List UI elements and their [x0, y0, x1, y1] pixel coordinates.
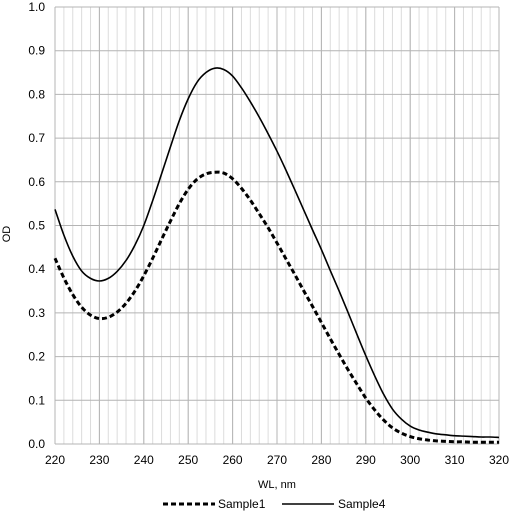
x-tick-label: 230 — [89, 453, 109, 467]
x-tick-label: 260 — [223, 453, 243, 467]
x-tick-label: 290 — [356, 453, 376, 467]
x-axis-title: WL, nm — [258, 479, 296, 491]
x-tick-label: 320 — [489, 453, 509, 467]
y-tick-label: 0.3 — [28, 306, 45, 320]
legend: Sample1 Sample4 — [163, 497, 386, 511]
legend-label-sample1: Sample1 — [218, 497, 266, 511]
x-tick-label: 270 — [267, 453, 287, 467]
y-tick-label: 0.9 — [28, 44, 45, 58]
y-tick-label: 0.2 — [28, 350, 45, 364]
plot-series — [53, 67, 500, 444]
x-tick-label: 240 — [134, 453, 154, 467]
y-tick-label: 0.6 — [28, 175, 45, 189]
major-gridlines — [54, 6, 500, 445]
y-tick-label: 0.0 — [28, 437, 45, 451]
series-line-sample4 — [54, 67, 500, 439]
x-tick-label: 220 — [45, 453, 65, 467]
x-tick-label: 310 — [445, 453, 465, 467]
series-line-sample1 — [53, 170, 499, 444]
y-tick-label: 0.8 — [28, 87, 45, 101]
x-tick-labels: 220 230 240 250 260 270 280 290 300 310 320 — [45, 453, 509, 467]
x-tick-label: 300 — [400, 453, 420, 467]
x-tick-label: 250 — [178, 453, 198, 467]
y-tick-label: 1.0 — [28, 0, 45, 14]
y-tick-labels: 0.0 0.1 0.2 0.3 0.4 0.5 0.6 0.7 0.8 0.9 1.0 — [28, 0, 45, 451]
y-tick-label: 0.4 — [28, 262, 45, 276]
y-tick-label: 0.5 — [28, 219, 45, 233]
y-tick-label: 0.7 — [28, 131, 45, 145]
legend-label-sample4: Sample4 — [338, 497, 386, 511]
x-tick-label: 280 — [311, 453, 331, 467]
y-tick-label: 0.1 — [28, 393, 45, 407]
y-axis-title: OD — [1, 226, 13, 243]
